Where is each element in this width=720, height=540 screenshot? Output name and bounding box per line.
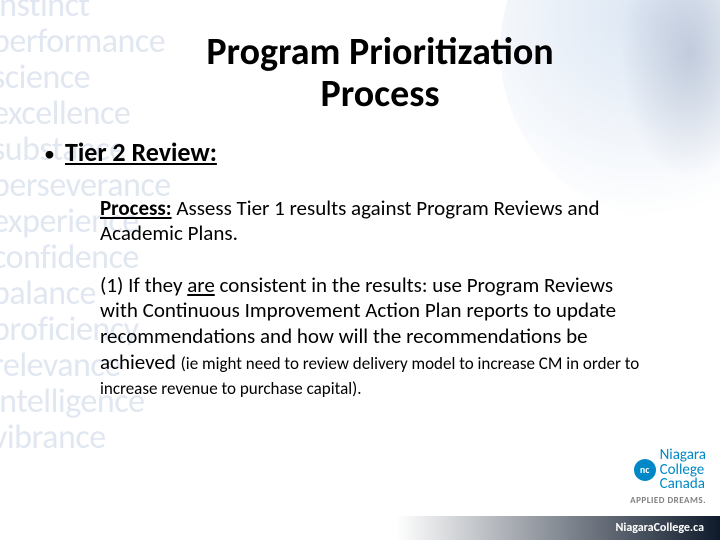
college-logo: nc Niagara College Canada APPLIED DREAMS… xyxy=(630,448,706,506)
footer-bar: NiagaraCollege.ca xyxy=(0,516,720,540)
process-label: Process: xyxy=(100,195,172,221)
point-1-paragraph: (1) If they are consistent in the result… xyxy=(100,273,650,401)
tier2-label: Tier 2 Review: xyxy=(65,136,217,168)
slide-content: Program Prioritization Process • Tier 2 … xyxy=(0,0,720,540)
tier2-bullet: • Tier 2 Review: xyxy=(44,136,680,168)
bullet-dot-icon: • xyxy=(44,140,55,167)
process-text: Assess Tier 1 results against Program Re… xyxy=(100,195,600,247)
body-text: Process: Assess Tier 1 results against P… xyxy=(100,196,650,401)
page-title: Program Prioritization Process xyxy=(40,32,680,116)
title-line-1: Program Prioritization xyxy=(206,29,553,75)
nc-badge-icon: nc xyxy=(634,459,656,481)
footer-url: NiagaraCollege.ca xyxy=(615,521,704,535)
logo-text: Niagara College Canada xyxy=(660,448,706,491)
logo-tagline: APPLIED DREAMS. xyxy=(630,495,706,506)
point1-prefix: (1) If they xyxy=(100,272,187,298)
point1-bold: are xyxy=(187,272,215,298)
logo-line3: Canada xyxy=(660,475,705,493)
title-line-2: Process xyxy=(320,71,439,117)
nc-badge-text: nc xyxy=(640,463,650,476)
logo-row: nc Niagara College Canada xyxy=(630,448,706,491)
process-paragraph: Process: Assess Tier 1 results against P… xyxy=(100,196,650,247)
point1-small: (ie might need to review delivery model … xyxy=(100,353,639,400)
